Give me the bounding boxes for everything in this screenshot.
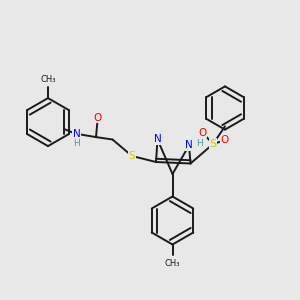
Text: S: S (129, 151, 135, 161)
Text: O: O (220, 135, 229, 146)
Text: N: N (73, 129, 80, 139)
Text: CH₃: CH₃ (40, 75, 56, 84)
Text: O: O (198, 128, 207, 138)
Text: N: N (154, 134, 161, 145)
Text: S: S (209, 139, 217, 149)
Text: H: H (73, 139, 80, 148)
Text: CH₃: CH₃ (165, 259, 180, 268)
Text: O: O (93, 112, 102, 123)
Text: N: N (185, 140, 193, 151)
Text: H: H (196, 140, 203, 148)
